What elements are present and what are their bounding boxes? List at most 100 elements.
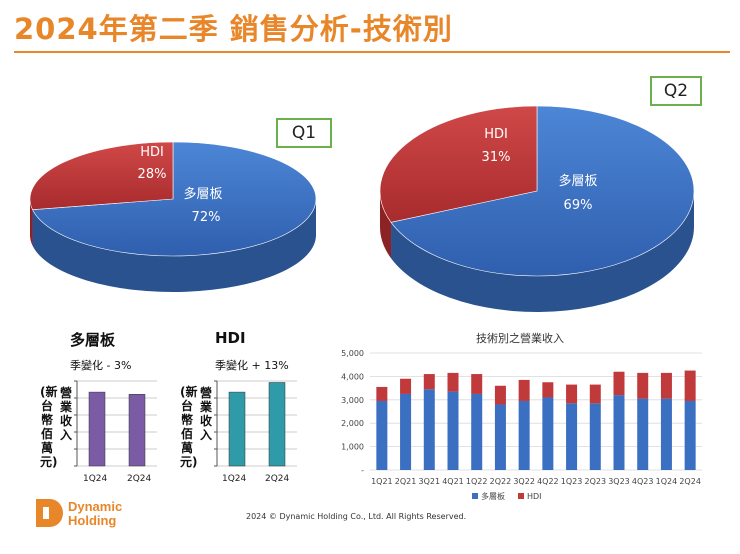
legend-label-mlb: 多層板 bbox=[481, 491, 505, 501]
stacked-chart-title: 技術別之營業收入 bbox=[476, 331, 564, 345]
stacked-bar-hdi bbox=[684, 370, 696, 401]
hdi-chart-title: HDI bbox=[215, 329, 246, 347]
mlb-bars bbox=[88, 391, 146, 467]
stacked-chart-legend: 多層板 HDI bbox=[472, 491, 542, 501]
pie-slice-hdi bbox=[379, 105, 538, 223]
stacked-x-tick-label: 2Q21 bbox=[395, 477, 417, 486]
title-divider bbox=[14, 51, 730, 53]
stacked-y-tick-label: 3,000 bbox=[341, 396, 364, 405]
stacked-bar-hdi bbox=[494, 385, 506, 405]
pie-slice-hdi bbox=[29, 141, 174, 210]
q1-hdi-value: 28% bbox=[138, 167, 167, 182]
stacked-bar-mlb bbox=[566, 403, 578, 470]
stacked-bar-mlb bbox=[637, 398, 649, 470]
company-logo-text: Dynamic Holding bbox=[68, 500, 122, 528]
stacked-bar-mlb bbox=[589, 403, 601, 470]
stacked-x-tick-label: 2Q22 bbox=[490, 477, 512, 486]
dynamic-holding-logo-icon bbox=[36, 499, 63, 527]
q2-mlb-value: 69% bbox=[564, 198, 593, 213]
q2-label-box: Q2 bbox=[650, 76, 702, 106]
stacked-revenue-chart: 技術別之營業收入 - 1,000 2,000 3,000 4,000 5,000 1Q21… bbox=[341, 331, 702, 501]
stacked-bar-mlb bbox=[613, 395, 625, 470]
stacked-x-tick-label: 1Q22 bbox=[466, 477, 488, 486]
pie-side-mlb bbox=[391, 191, 694, 312]
stacked-y-tick-label: 5,000 bbox=[341, 349, 364, 358]
hdi-bar bbox=[228, 391, 246, 467]
q2-hdi-value: 31% bbox=[482, 150, 511, 165]
mlb-ylabel-b: (新台幣佰萬元) bbox=[40, 385, 58, 469]
mlb-change-text: 季變化 - 3% bbox=[70, 359, 132, 372]
stacked-bar-mlb bbox=[542, 397, 554, 470]
legend-swatch-hdi bbox=[518, 493, 524, 499]
stacked-chart-bars bbox=[376, 370, 696, 470]
legend-swatch-mlb bbox=[472, 493, 478, 499]
hdi-ylabel-a: 營業收入 bbox=[199, 386, 212, 442]
hdi-bar bbox=[268, 382, 286, 467]
pie-slice-mlb bbox=[32, 141, 317, 257]
legend-label-hdi: HDI bbox=[527, 492, 542, 501]
stacked-bar-hdi bbox=[423, 374, 435, 390]
stacked-bar-mlb bbox=[423, 389, 435, 470]
stacked-bar-mlb bbox=[494, 404, 506, 470]
mlb-xlabel-1: 1Q24 bbox=[83, 474, 108, 484]
mlb-bar bbox=[88, 391, 106, 467]
stacked-x-tick-label: 4Q22 bbox=[537, 477, 559, 486]
logo-line-2: Holding bbox=[68, 513, 117, 528]
stacked-bar-hdi bbox=[542, 382, 554, 398]
mlb-xlabel-2: 2Q24 bbox=[127, 474, 152, 484]
mlb-ylabel-a: 營業收入 bbox=[59, 386, 72, 442]
stacked-bar-mlb bbox=[447, 391, 459, 470]
stacked-x-tick-label: 4Q23 bbox=[632, 477, 654, 486]
stacked-x-tick-label: 2Q23 bbox=[584, 477, 606, 486]
hdi-xlabel-2: 2Q24 bbox=[265, 474, 290, 484]
stacked-bar-mlb bbox=[400, 393, 412, 470]
q2-hdi-label: HDI bbox=[484, 127, 508, 142]
stacked-bar-hdi bbox=[471, 374, 483, 394]
q2-mlb-label: 多層板 bbox=[558, 173, 597, 189]
stacked-bar-mlb bbox=[518, 400, 530, 470]
q1-label-box: Q1 bbox=[276, 118, 332, 148]
stacked-bar-mlb bbox=[660, 398, 672, 470]
stacked-x-tick-label: 1Q21 bbox=[371, 477, 393, 486]
logo-line-1: Dynamic bbox=[68, 499, 123, 514]
stacked-bar-hdi bbox=[660, 372, 672, 399]
stacked-x-tick-label: 4Q21 bbox=[442, 477, 464, 486]
q2-label: Q2 bbox=[663, 81, 689, 101]
stacked-bar-hdi bbox=[376, 386, 388, 401]
stacked-bar-hdi bbox=[518, 379, 530, 401]
pie-slice-mlb bbox=[390, 105, 695, 277]
stacked-bar-hdi bbox=[447, 372, 459, 392]
stacked-bar-mlb bbox=[684, 400, 696, 470]
stacked-bar-hdi bbox=[400, 378, 412, 394]
stacked-y-tick-label: - bbox=[361, 466, 364, 475]
stacked-bar-hdi bbox=[613, 371, 625, 396]
hdi-ylabel-b: (新台幣佰萬元) bbox=[180, 385, 198, 469]
stacked-x-tick-label: 3Q22 bbox=[513, 477, 535, 486]
stacked-y-tick-label: 2,000 bbox=[341, 419, 364, 428]
q1-hdi-label: HDI bbox=[140, 145, 164, 160]
stacked-x-tick-label: 3Q23 bbox=[608, 477, 630, 486]
stacked-x-tick-label: 2Q24 bbox=[679, 477, 701, 486]
stacked-x-tick-label: 3Q21 bbox=[418, 477, 440, 486]
copyright-footer: 2024 © Dynamic Holding Co., Ltd. All Rig… bbox=[246, 512, 467, 521]
pie-side-hdi bbox=[30, 199, 33, 246]
stacked-bar-hdi bbox=[566, 384, 578, 404]
q1-label: Q1 bbox=[291, 123, 317, 143]
q1-pie bbox=[29, 141, 317, 292]
stacked-bar-mlb bbox=[471, 393, 483, 470]
q2-pie bbox=[379, 105, 695, 312]
pie-side-mlb bbox=[32, 199, 316, 292]
stacked-bar-hdi bbox=[589, 384, 601, 404]
hdi-xlabel-1: 1Q24 bbox=[222, 474, 247, 484]
q1-mlb-label: 多層板 bbox=[183, 186, 222, 202]
stacked-x-tick-label: 1Q23 bbox=[561, 477, 583, 486]
stacked-bar-mlb bbox=[376, 400, 388, 470]
mlb-bar bbox=[128, 394, 146, 467]
stacked-y-tick-label: 1,000 bbox=[341, 443, 364, 452]
hdi-bars bbox=[228, 382, 286, 467]
stacked-chart-xlabels: 1Q21 2Q21 3Q21 4Q21 1Q22 2Q22 3Q22 4Q22 1Q23 2Q23… bbox=[371, 477, 701, 486]
stacked-x-tick-label: 1Q24 bbox=[656, 477, 678, 486]
page-title: 2024年第二季 銷售分析-技術別 bbox=[14, 12, 453, 46]
